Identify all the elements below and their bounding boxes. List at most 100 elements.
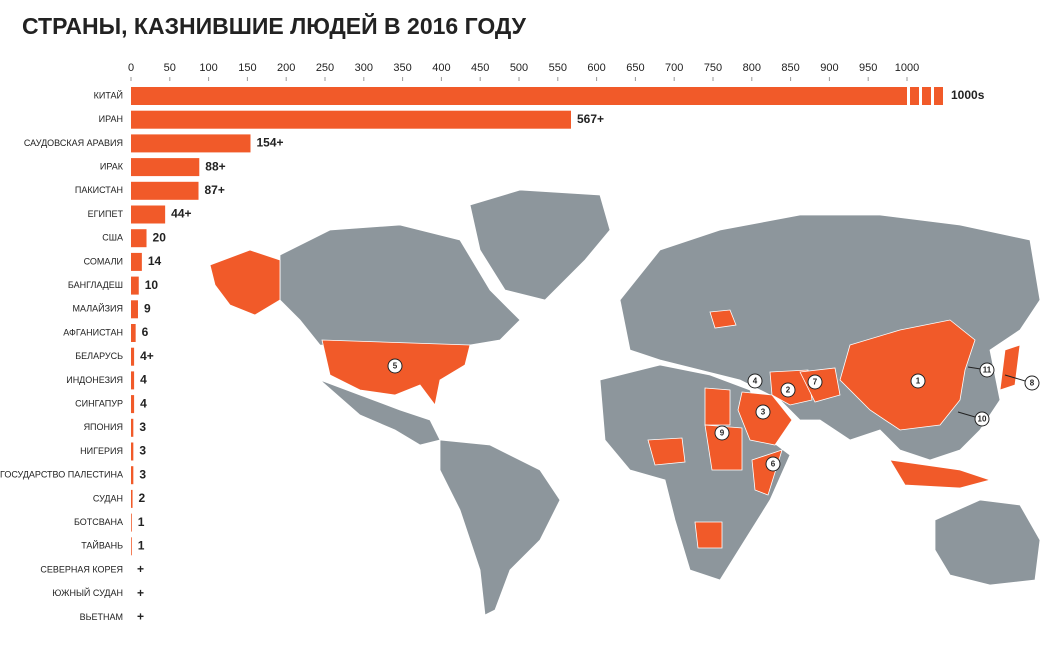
category-label: США <box>102 233 123 243</box>
bar <box>131 276 139 295</box>
map-marker: 11 <box>967 362 995 378</box>
marker-label: 1 <box>916 377 921 386</box>
category-label: СИНГАПУР <box>75 398 123 408</box>
bar <box>131 347 135 366</box>
value-label: 14 <box>148 254 162 268</box>
category-label: ВЬЕТНАМ <box>80 612 123 622</box>
marker-label: 8 <box>1030 379 1035 388</box>
map-marker: 2 <box>780 382 796 398</box>
bar <box>131 229 147 248</box>
x-tick-label: 900 <box>820 62 838 74</box>
category-label: БЕЛАРУСЬ <box>75 351 123 361</box>
value-label: 1 <box>138 515 145 529</box>
value-label: + <box>137 586 144 600</box>
category-label: ЕГИПЕТ <box>88 209 124 219</box>
marker-circle <box>910 373 926 389</box>
marker-circle <box>974 411 990 427</box>
map-marker: 5 <box>387 358 403 374</box>
map-marker: 4 <box>747 373 763 389</box>
map-marker: 10 <box>957 411 990 427</box>
marker-circle <box>780 382 796 398</box>
value-label: + <box>137 610 144 624</box>
value-label: 6 <box>142 325 149 339</box>
category-label: БОТСВАНА <box>74 517 123 527</box>
value-label: 4 <box>140 373 147 387</box>
x-tick-label: 350 <box>393 62 411 74</box>
category-label: ЯПОНИЯ <box>84 422 123 432</box>
category-label: СЕВЕРНАЯ КОРЕЯ <box>40 564 123 574</box>
bar <box>131 134 251 153</box>
value-label: 88+ <box>205 159 225 173</box>
value-label: 10 <box>145 278 159 292</box>
marker-label: 9 <box>720 429 725 438</box>
x-tick-label: 650 <box>626 62 644 74</box>
marker-circle <box>714 425 730 441</box>
value-label: 154+ <box>257 136 284 150</box>
marker-label: 4 <box>753 377 758 386</box>
category-label: КИТАЙ <box>94 89 123 100</box>
x-tick-label: 200 <box>277 62 295 74</box>
category-label: ИНДОНЕЗИЯ <box>66 375 123 385</box>
marker-label: 10 <box>978 415 987 424</box>
x-tick-label: 500 <box>510 62 528 74</box>
bar-break <box>922 87 931 105</box>
marker-label: 11 <box>983 366 992 375</box>
value-label: 4 <box>140 396 147 410</box>
map-marker: 9 <box>714 425 730 441</box>
x-tick-label: 100 <box>199 62 217 74</box>
value-label: 87+ <box>205 183 225 197</box>
marker-circle <box>765 456 781 472</box>
category-label: ИРАК <box>100 161 124 171</box>
bar <box>131 537 132 556</box>
map-marker: 6 <box>765 456 781 472</box>
x-tick-label: 150 <box>238 62 256 74</box>
value-label: 4+ <box>140 349 154 363</box>
marker-label: 7 <box>813 378 818 387</box>
x-tick-label: 450 <box>471 62 489 74</box>
marker-circle <box>755 404 771 420</box>
bar <box>131 300 138 319</box>
marker-label: 3 <box>761 408 766 417</box>
value-label: 1000s <box>951 88 985 102</box>
bar <box>131 489 133 508</box>
category-label: ИРАН <box>99 114 123 124</box>
x-tick-label: 250 <box>316 62 334 74</box>
x-tick-label: 50 <box>164 62 176 74</box>
value-label: 3 <box>139 420 146 434</box>
x-tick-label: 850 <box>781 62 799 74</box>
category-label: МАЛАЙЗИЯ <box>73 303 123 314</box>
bar <box>131 158 200 177</box>
map-marker: 1 <box>910 373 926 389</box>
value-label: + <box>137 562 144 576</box>
category-label: САУДОВСКАЯ АРАВИЯ <box>24 138 123 148</box>
x-tick-label: 750 <box>704 62 722 74</box>
value-label: 3 <box>139 444 146 458</box>
value-label: 3 <box>139 467 146 481</box>
category-label: ПАКИСТАН <box>75 185 123 195</box>
value-label: 1 <box>138 538 145 552</box>
bar <box>131 324 136 342</box>
x-tick-label: 0 <box>128 62 134 74</box>
x-tick-label: 800 <box>743 62 761 74</box>
value-label: 44+ <box>171 207 191 221</box>
x-tick-label: 400 <box>432 62 450 74</box>
marker-circle <box>747 373 763 389</box>
category-label: БАНГЛАДЕШ <box>68 280 123 290</box>
x-tick-label: 550 <box>549 62 567 74</box>
bar <box>131 110 571 129</box>
x-tick-label: 950 <box>859 62 877 74</box>
bar <box>131 395 135 414</box>
value-label: 20 <box>153 230 167 244</box>
x-tick-label: 700 <box>665 62 683 74</box>
category-label: СОМАЛИ <box>84 256 123 266</box>
marker-circle <box>807 374 823 390</box>
bar <box>131 87 907 105</box>
bar <box>131 442 134 461</box>
category-label: ГОСУДАРСТВО ПАЛЕСТИНА <box>0 470 123 480</box>
marker-circle <box>979 362 995 378</box>
marker-label: 5 <box>393 362 398 371</box>
x-tick-label: 300 <box>355 62 373 74</box>
bar <box>131 181 199 200</box>
marker-circle <box>387 358 403 374</box>
